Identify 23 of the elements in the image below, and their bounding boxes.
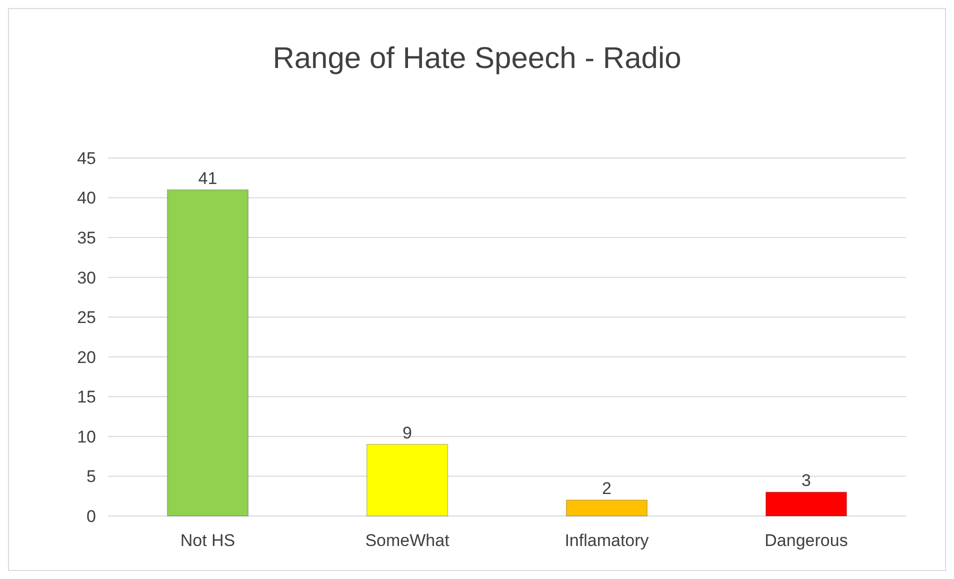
x-tick-label: Inflamatory: [564, 531, 650, 550]
bar: [166, 189, 249, 516]
data-label: 41: [198, 168, 218, 188]
y-tick-label: 30: [77, 268, 96, 288]
chart-title: Range of Hate Speech - Radio: [272, 42, 682, 75]
y-tick-label: 45: [77, 148, 96, 168]
y-tick-label: 40: [77, 188, 96, 208]
bar: [366, 444, 448, 516]
data-label: 3: [802, 471, 811, 490]
y-tick-label: 5: [86, 467, 96, 486]
data-label: 2: [602, 479, 612, 498]
x-tick-label: Dangerous: [764, 531, 848, 550]
y-tick-label: 20: [77, 348, 96, 367]
y-tick-label: 0: [86, 506, 96, 526]
y-tick-label: 10: [77, 427, 96, 446]
y-tick-label: 25: [77, 308, 96, 328]
bar: [566, 500, 648, 516]
bar: [765, 492, 848, 516]
data-label: 9: [402, 423, 412, 442]
x-tick-label: SomeWhat: [365, 531, 450, 550]
y-tick-label: 35: [77, 228, 96, 248]
x-tick-label: Not HS: [180, 531, 236, 550]
y-tick-label: 15: [77, 388, 96, 407]
